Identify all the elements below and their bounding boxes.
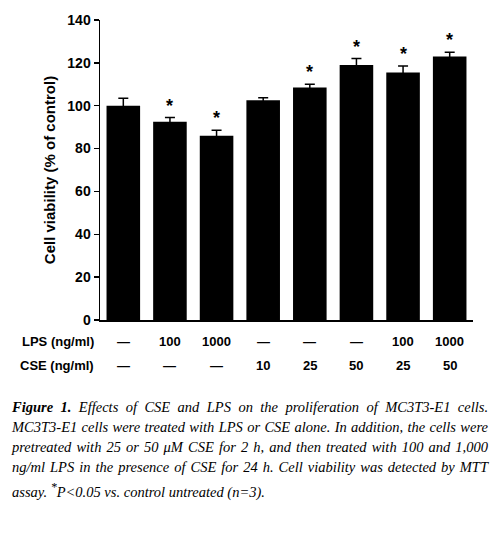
svg-text:—: —: [350, 334, 363, 349]
svg-text:—: —: [257, 334, 270, 349]
svg-text:*: *: [400, 44, 407, 64]
svg-text:—: —: [117, 334, 130, 349]
svg-text:100: 100: [67, 98, 91, 114]
svg-text:—: —: [163, 358, 176, 373]
svg-text:0: 0: [83, 312, 91, 328]
svg-text:100: 100: [392, 334, 414, 349]
svg-text:1000: 1000: [202, 334, 231, 349]
svg-text:Cell viability (% of control): Cell viability (% of control): [41, 76, 58, 264]
svg-text:140: 140: [67, 12, 91, 28]
svg-text:—: —: [210, 358, 223, 373]
svg-text:*: *: [306, 62, 313, 82]
svg-text:*: *: [353, 37, 360, 57]
svg-text:20: 20: [75, 269, 91, 285]
svg-text:*: *: [213, 108, 220, 128]
svg-text:25: 25: [396, 358, 410, 373]
svg-text:CSE (ng/ml): CSE (ng/ml): [20, 358, 94, 373]
svg-text:LPS (ng/ml): LPS (ng/ml): [22, 334, 94, 349]
svg-text:50: 50: [349, 358, 363, 373]
svg-text:25: 25: [303, 358, 317, 373]
svg-text:—: —: [303, 334, 316, 349]
svg-text:80: 80: [75, 140, 91, 156]
svg-text:*: *: [446, 30, 453, 50]
svg-text:120: 120: [67, 55, 91, 71]
svg-text:60: 60: [75, 183, 91, 199]
svg-text:50: 50: [443, 358, 457, 373]
html-text:Figure 1. Effects of CSE and L: Figure 1. Effects of CSE and LPS on the …: [12, 399, 488, 500]
svg-text:10: 10: [256, 358, 270, 373]
svg-text:1000: 1000: [435, 334, 464, 349]
svg-text:*: *: [166, 96, 173, 116]
svg-text:40: 40: [75, 226, 91, 242]
svg-text:100: 100: [159, 334, 181, 349]
svg-text:—: —: [117, 358, 130, 373]
